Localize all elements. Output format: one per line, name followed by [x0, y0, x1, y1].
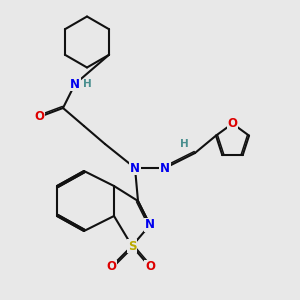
Text: H: H — [180, 139, 189, 149]
Text: N: N — [130, 161, 140, 175]
Text: N: N — [70, 77, 80, 91]
Text: H: H — [83, 79, 92, 89]
Text: S: S — [128, 239, 136, 253]
Text: O: O — [34, 110, 44, 124]
Text: O: O — [227, 117, 238, 130]
Text: N: N — [160, 161, 170, 175]
Text: O: O — [106, 260, 116, 274]
Text: O: O — [145, 260, 155, 274]
Text: N: N — [145, 218, 155, 232]
